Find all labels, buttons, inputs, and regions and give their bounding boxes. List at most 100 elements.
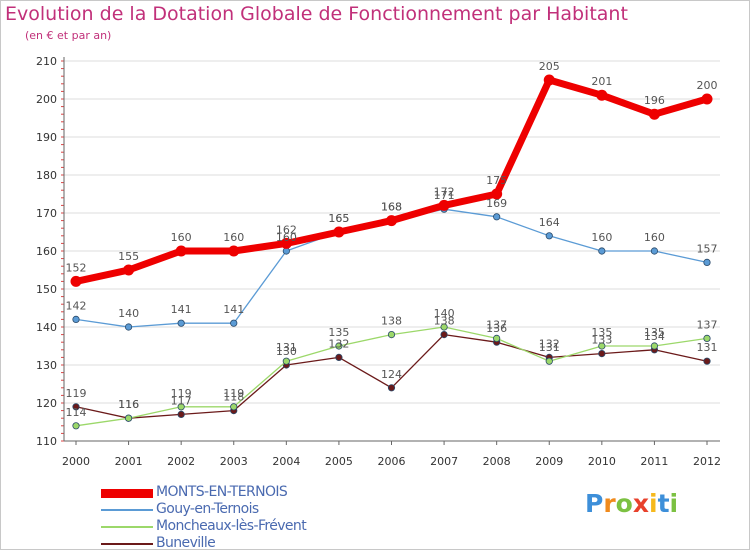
y-tick-label: 140 [36, 321, 57, 334]
grid-layer [64, 60, 720, 442]
data-point [438, 199, 450, 211]
data-label: 141 [223, 303, 244, 316]
data-label: 169 [486, 197, 507, 210]
data-label: 119 [66, 387, 87, 400]
data-label: 168 [381, 201, 402, 214]
data-point [335, 353, 343, 361]
data-point [280, 237, 292, 249]
series-2 [72, 323, 711, 430]
y-tick-label: 110 [36, 435, 57, 448]
legend-swatch [101, 509, 153, 511]
x-tick-label: 2005 [325, 455, 353, 468]
x-tick-label: 2012 [693, 455, 721, 468]
data-point [543, 74, 555, 86]
legend-swatch [101, 488, 153, 498]
x-tick-label: 2009 [535, 455, 563, 468]
data-label: 136 [486, 322, 507, 335]
data-point [648, 108, 660, 120]
data-point [703, 357, 711, 365]
data-label: 133 [591, 334, 612, 347]
data-label: 201 [591, 75, 612, 88]
chart-title: Evolution de la Dotation Globale de Fonc… [5, 3, 628, 25]
data-label: 119 [223, 387, 244, 400]
data-label: 164 [539, 216, 560, 229]
series-0 [70, 74, 713, 287]
data-point [545, 232, 553, 240]
data-label: 135 [328, 326, 349, 339]
data-label: 155 [118, 250, 139, 263]
logo-letter: i [649, 489, 658, 518]
x-tick-label: 2000 [62, 455, 90, 468]
data-label: 118 [223, 391, 244, 404]
data-label: 137 [697, 318, 718, 331]
y-tick-label: 180 [36, 169, 57, 182]
chart-subtitle: (en € et par an) [25, 29, 112, 42]
data-point [703, 258, 711, 266]
series-3 [72, 330, 711, 422]
data-label: 138 [434, 315, 455, 328]
data-label: 160 [223, 231, 244, 244]
data-point [177, 410, 185, 418]
proxiti-logo: Proxiti [585, 489, 678, 518]
data-point [491, 188, 503, 200]
data-label: 142 [66, 299, 87, 312]
legend-label: MONTS-EN-TERNOIS [156, 484, 288, 500]
data-label: 131 [697, 341, 718, 354]
x-tick-label: 2008 [483, 455, 511, 468]
data-point [177, 319, 185, 327]
data-label: 157 [697, 242, 718, 255]
y-tick-label: 170 [36, 207, 57, 220]
data-label: 160 [171, 231, 192, 244]
data-label: 196 [644, 94, 665, 107]
data-point [282, 357, 290, 365]
data-label: 168 [381, 201, 402, 214]
data-label: 117 [171, 394, 192, 407]
data-label: 132 [539, 337, 560, 350]
data-point [230, 403, 238, 411]
logo-letter: i [669, 489, 679, 518]
data-point [598, 342, 606, 350]
data-point [228, 245, 240, 257]
data-point [650, 342, 659, 350]
data-point [230, 319, 238, 327]
data-point [387, 384, 396, 392]
y-tick-label: 190 [36, 131, 57, 144]
data-label: 140 [434, 307, 455, 320]
y-tick-label: 130 [36, 359, 57, 372]
data-point [124, 323, 133, 331]
data-label: 165 [328, 212, 349, 225]
data-label: 160 [591, 231, 612, 244]
axis-layer: 110 120 130 140 150 160 170 180 190 200 210 2000 200… [36, 55, 721, 468]
x-tick-label: 2007 [430, 455, 458, 468]
legend-label: Moncheaux-lès-Frévent [156, 518, 307, 534]
legend-label: Buneville [156, 535, 216, 550]
data-label: 160 [644, 231, 665, 244]
data-label: 162 [276, 223, 297, 236]
series-layer [70, 74, 713, 430]
data-point [70, 275, 82, 287]
legend-swatch [101, 543, 153, 545]
y-tick-label: 160 [36, 245, 57, 258]
data-point [124, 414, 133, 422]
data-point [598, 349, 606, 358]
data-label: 135 [644, 326, 665, 339]
x-tick-label: 2004 [272, 455, 300, 468]
data-label: 114 [66, 406, 87, 419]
x-tick-label: 2011 [640, 455, 668, 468]
legend-swatch [101, 526, 153, 528]
data-point [703, 334, 711, 342]
data-point [440, 323, 448, 331]
logo-letter: o [615, 489, 633, 518]
logo-letter: r [603, 489, 616, 518]
data-point [493, 213, 501, 221]
data-label: 171 [434, 189, 455, 202]
x-tick-label: 2002 [167, 455, 195, 468]
data-point [123, 264, 135, 276]
data-point [545, 357, 553, 365]
data-point [387, 330, 396, 339]
data-label: 131 [276, 341, 297, 354]
data-label: 205 [539, 60, 560, 73]
data-point [175, 245, 187, 257]
